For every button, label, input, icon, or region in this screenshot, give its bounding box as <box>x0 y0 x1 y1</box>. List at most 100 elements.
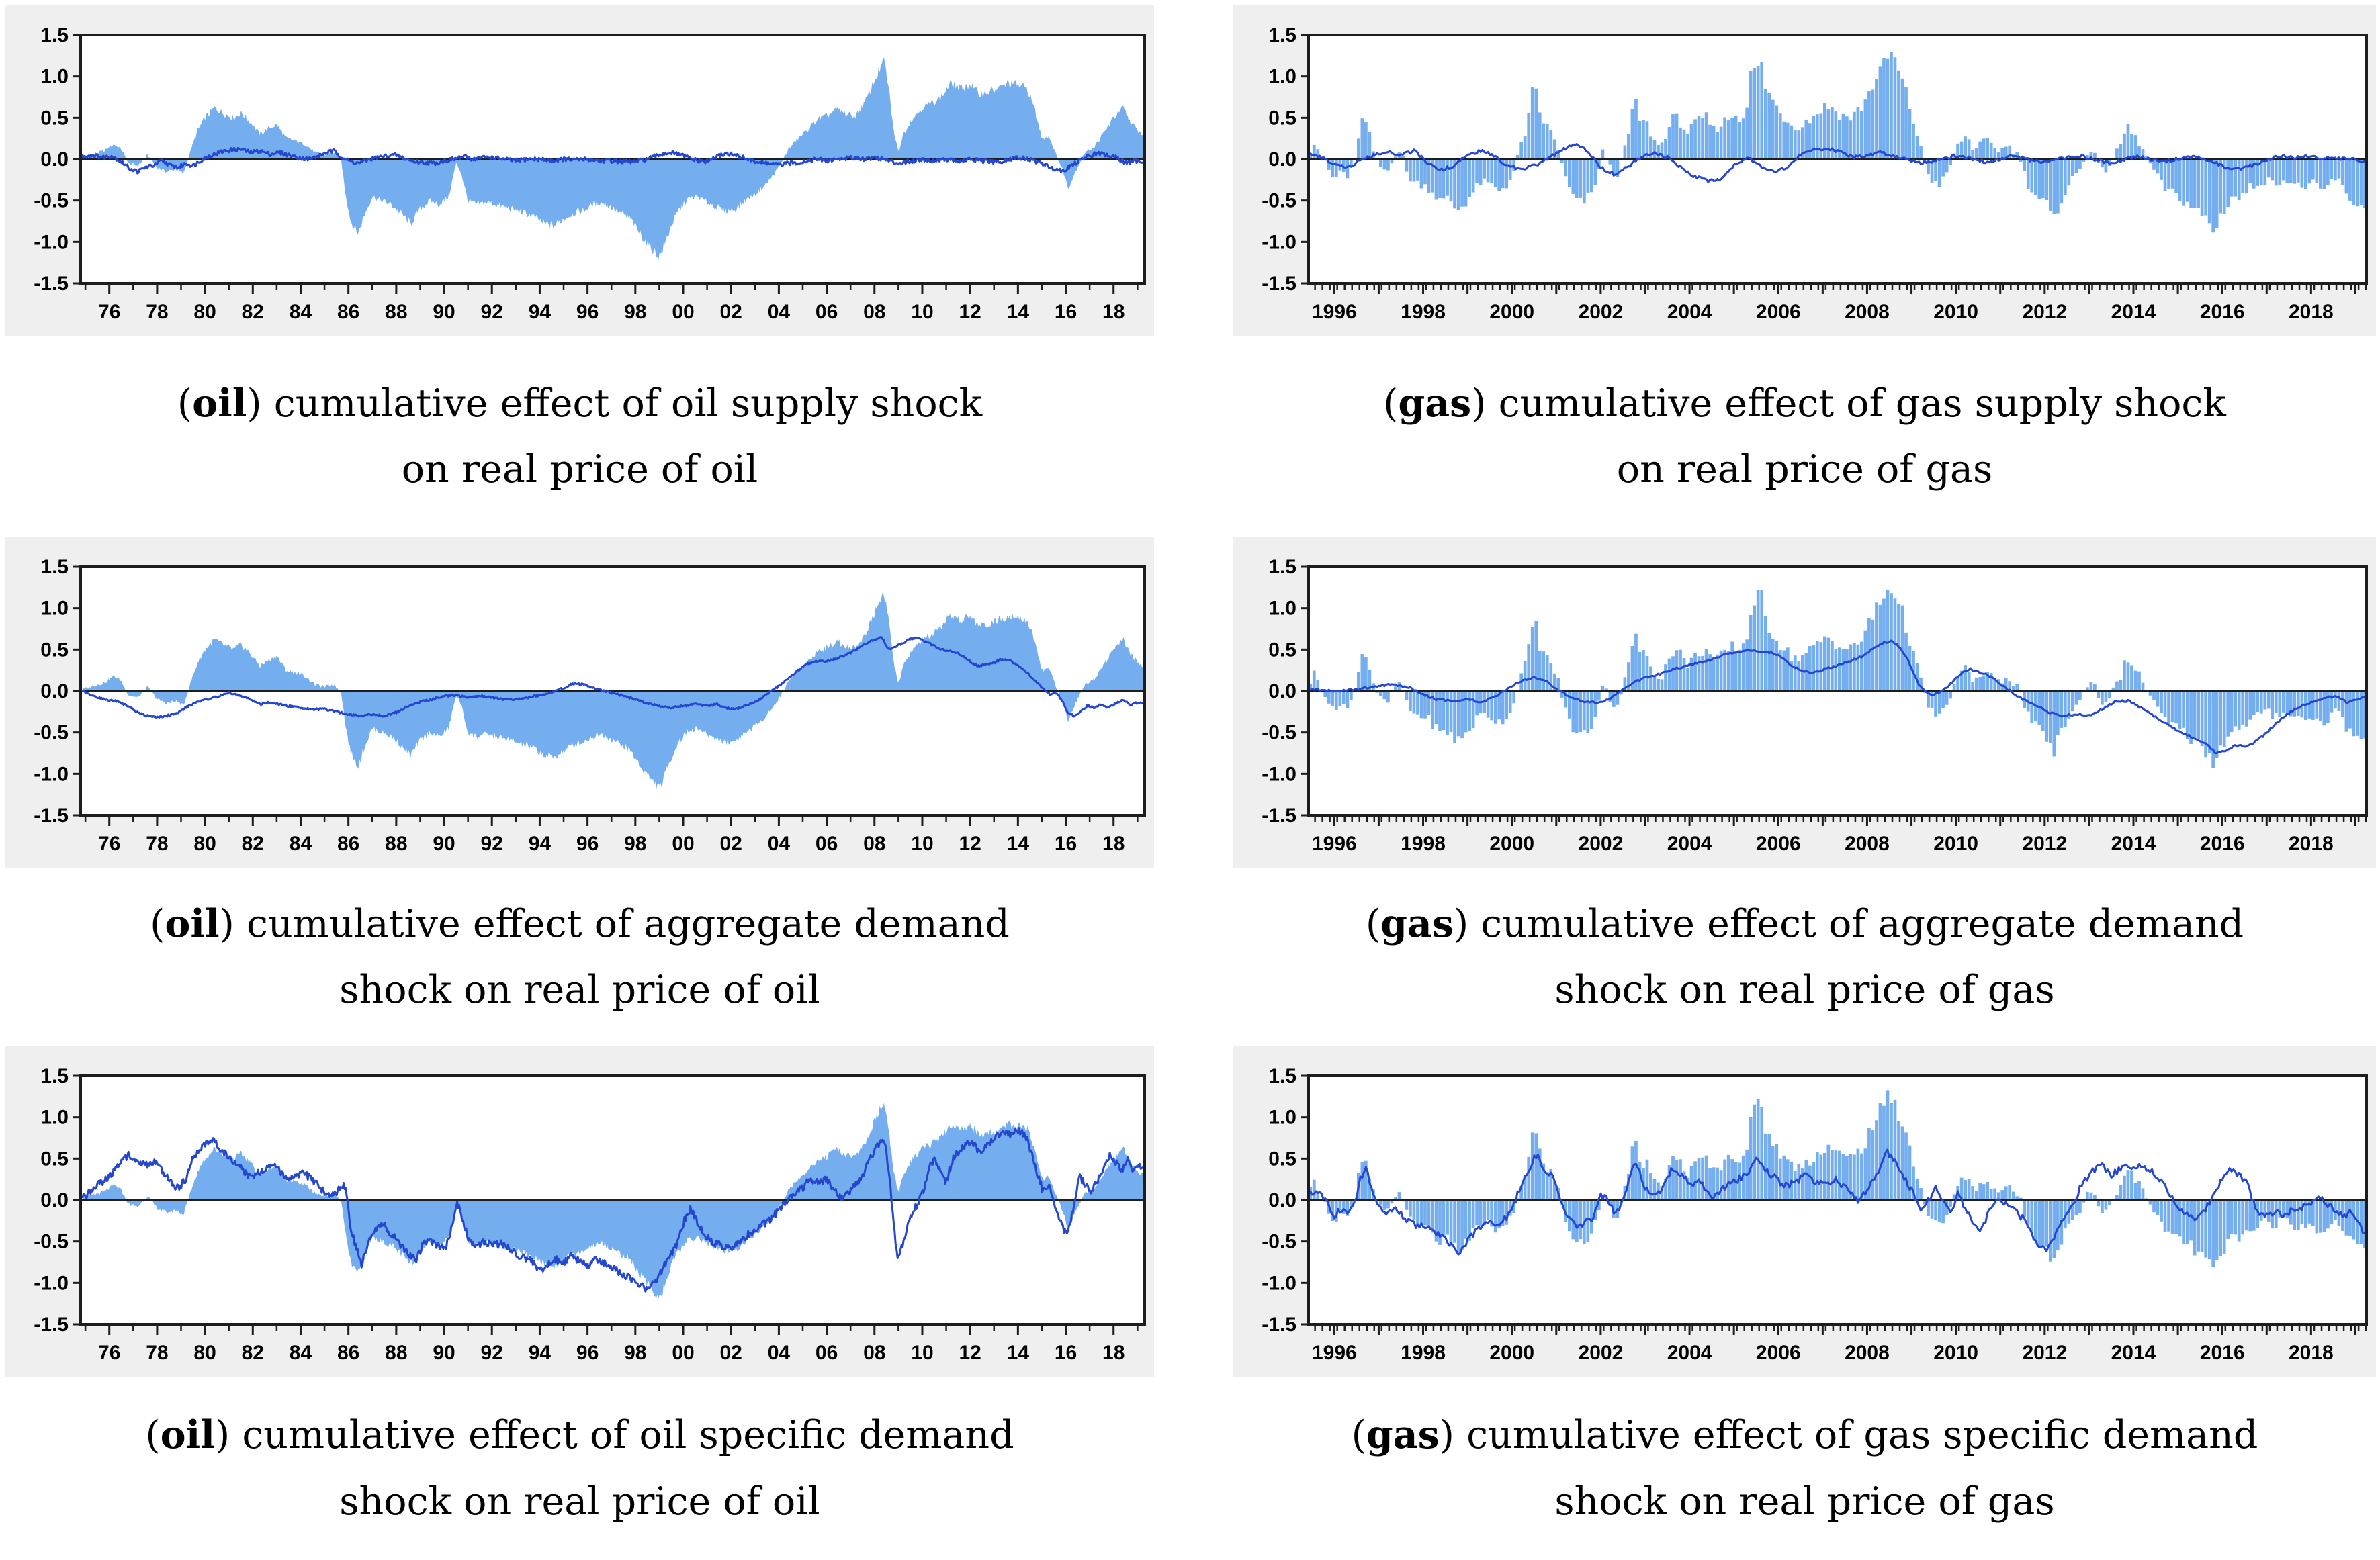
svg-text:02: 02 <box>720 833 742 855</box>
svg-text:86: 86 <box>337 301 359 323</box>
svg-text:82: 82 <box>242 833 264 855</box>
svg-text:0.5: 0.5 <box>1268 1148 1296 1170</box>
svg-text:78: 78 <box>146 1342 168 1364</box>
svg-text:-0.5: -0.5 <box>34 1231 69 1253</box>
svg-text:2012: 2012 <box>2022 1342 2067 1364</box>
svg-text:80: 80 <box>193 1342 216 1364</box>
svg-text:08: 08 <box>863 833 885 855</box>
caption-text: (oil) cumulative effect of oil specific … <box>145 1412 1014 1524</box>
svg-text:92: 92 <box>481 301 503 323</box>
svg-text:12: 12 <box>959 833 981 855</box>
svg-text:76: 76 <box>98 833 120 855</box>
svg-text:-0.5: -0.5 <box>34 722 69 744</box>
chart-svg-oil-aggregate-demand: 1.5 1.0 0.5 0.0 -0.5 -1.0 -1.5 76 78 80 82 84 86 88 90… <box>34 556 1146 855</box>
svg-text:82: 82 <box>242 301 264 323</box>
svg-text:2010: 2010 <box>1933 1342 1978 1364</box>
svg-text:14: 14 <box>1007 1342 1030 1364</box>
svg-text:80: 80 <box>193 301 216 323</box>
svg-text:98: 98 <box>624 1342 646 1364</box>
svg-text:88: 88 <box>385 833 407 855</box>
svg-text:88: 88 <box>385 301 407 323</box>
svg-text:0.0: 0.0 <box>1268 680 1296 702</box>
svg-text:94: 94 <box>529 1342 552 1364</box>
svg-text:1998: 1998 <box>1401 301 1446 323</box>
svg-text:2006: 2006 <box>1756 1342 1801 1364</box>
svg-text:1998: 1998 <box>1401 833 1446 855</box>
svg-text:86: 86 <box>337 833 359 855</box>
svg-text:78: 78 <box>146 833 168 855</box>
caption-gas-aggregate-demand: (gas) cumulative effect of aggregate dem… <box>1233 868 2376 1046</box>
svg-text:00: 00 <box>672 301 694 323</box>
svg-text:18: 18 <box>1102 833 1125 855</box>
svg-text:0.5: 0.5 <box>40 1148 69 1170</box>
svg-text:2000: 2000 <box>1489 1342 1534 1364</box>
svg-text:06: 06 <box>816 301 838 323</box>
svg-text:02: 02 <box>720 301 742 323</box>
chart-panel-gas-supply: 1.5 1.0 0.5 0.0 -0.5 -1.0 -1.5 1996 1998 2000 2002… <box>1233 5 2376 336</box>
svg-text:1.0: 1.0 <box>1268 66 1296 88</box>
svg-text:90: 90 <box>433 1342 455 1364</box>
chart-panel-gas-aggregate-demand: 1.5 1.0 0.5 0.0 -0.5 -1.0 -1.5 1996 1998 2000 2002… <box>1233 537 2376 868</box>
svg-text:1.0: 1.0 <box>1268 1107 1296 1129</box>
svg-text:2014: 2014 <box>2111 833 2156 855</box>
svg-text:04: 04 <box>768 833 791 855</box>
svg-text:1998: 1998 <box>1401 1342 1446 1364</box>
svg-text:08: 08 <box>863 1342 885 1364</box>
svg-text:0.5: 0.5 <box>40 639 69 661</box>
svg-text:84: 84 <box>290 833 312 855</box>
svg-text:08: 08 <box>863 301 885 323</box>
svg-text:2008: 2008 <box>1845 1342 1890 1364</box>
svg-text:92: 92 <box>481 833 503 855</box>
svg-text:80: 80 <box>193 833 216 855</box>
svg-text:0.0: 0.0 <box>40 148 69 171</box>
svg-text:2002: 2002 <box>1579 833 1624 855</box>
svg-text:96: 96 <box>576 833 599 855</box>
svg-text:1.5: 1.5 <box>40 24 69 46</box>
svg-text:2000: 2000 <box>1489 833 1534 855</box>
svg-text:12: 12 <box>959 1342 981 1364</box>
svg-text:92: 92 <box>481 1342 503 1364</box>
svg-text:2016: 2016 <box>2200 833 2245 855</box>
svg-text:2014: 2014 <box>2111 1342 2156 1364</box>
chart-panel-oil-aggregate-demand: 1.5 1.0 0.5 0.0 -0.5 -1.0 -1.5 76 78 80 82 84 86 88 90… <box>5 537 1154 868</box>
svg-text:84: 84 <box>290 1342 312 1364</box>
svg-text:1.0: 1.0 <box>40 66 69 88</box>
svg-text:0.0: 0.0 <box>40 680 69 702</box>
svg-text:86: 86 <box>337 1342 359 1364</box>
svg-text:2006: 2006 <box>1756 301 1801 323</box>
svg-text:2004: 2004 <box>1667 1342 1712 1364</box>
svg-text:-0.5: -0.5 <box>1262 722 1296 744</box>
caption-oil-supply: (oil) cumulative effect of oil supply sh… <box>5 336 1154 537</box>
caption-oil-aggregate-demand: (oil) cumulative effect of aggregate dem… <box>5 868 1154 1046</box>
svg-text:18: 18 <box>1102 301 1125 323</box>
svg-text:2016: 2016 <box>2200 1342 2245 1364</box>
svg-text:94: 94 <box>529 833 552 855</box>
svg-text:14: 14 <box>1007 833 1030 855</box>
svg-text:1996: 1996 <box>1312 833 1357 855</box>
caption-text: (oil) cumulative effect of aggregate dem… <box>150 901 1010 1012</box>
svg-text:0.5: 0.5 <box>40 107 69 129</box>
svg-text:1996: 1996 <box>1312 301 1357 323</box>
svg-text:1.5: 1.5 <box>40 556 69 578</box>
svg-text:16: 16 <box>1055 301 1077 323</box>
svg-text:10: 10 <box>911 833 933 855</box>
svg-text:06: 06 <box>816 833 838 855</box>
svg-text:2006: 2006 <box>1756 833 1801 855</box>
svg-text:2002: 2002 <box>1579 1342 1624 1364</box>
caption-gas-specific-demand: (gas) cumulative effect of gas specific … <box>1233 1377 2376 1560</box>
svg-text:0.0: 0.0 <box>1268 148 1296 171</box>
svg-text:2002: 2002 <box>1579 301 1624 323</box>
svg-text:1996: 1996 <box>1312 1342 1357 1364</box>
svg-text:94: 94 <box>529 301 552 323</box>
svg-text:-1.5: -1.5 <box>34 1314 69 1336</box>
svg-text:-0.5: -0.5 <box>1262 1231 1296 1253</box>
svg-text:-1.5: -1.5 <box>1262 1314 1296 1336</box>
svg-text:2008: 2008 <box>1845 301 1890 323</box>
svg-text:0.5: 0.5 <box>1268 107 1296 129</box>
svg-text:00: 00 <box>672 833 694 855</box>
svg-text:2018: 2018 <box>2289 301 2334 323</box>
svg-text:2014: 2014 <box>2111 301 2156 323</box>
svg-text:1.0: 1.0 <box>40 598 69 620</box>
svg-text:-1.5: -1.5 <box>34 805 69 827</box>
svg-text:2000: 2000 <box>1489 301 1534 323</box>
